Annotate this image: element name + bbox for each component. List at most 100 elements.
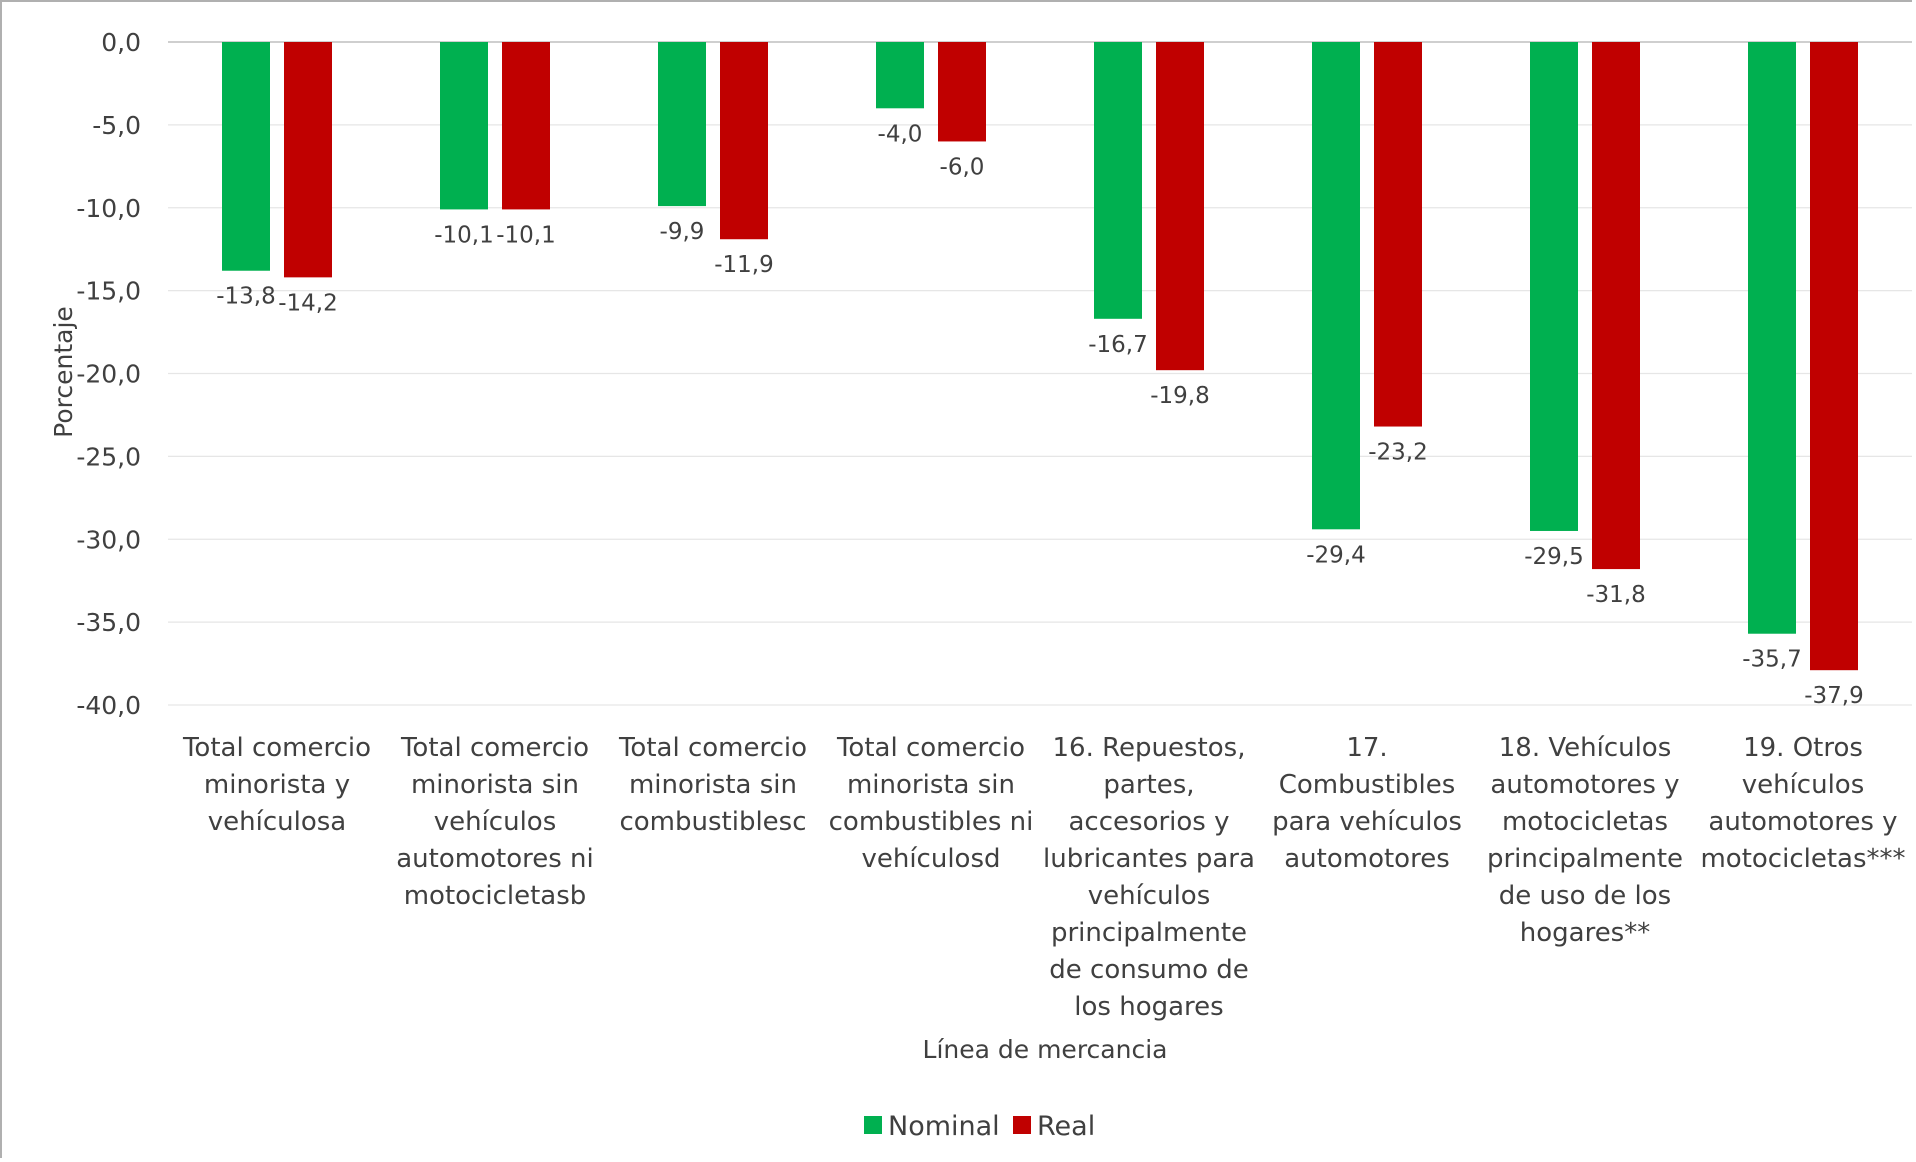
category-label-line: Total comercio xyxy=(618,733,807,763)
bar-nominal xyxy=(440,42,488,210)
category-label: 18. Vehículos automotores y motocicletas pr… xyxy=(1487,733,1683,948)
category-label-line: los hogares xyxy=(1074,992,1223,1022)
category-label-line: motocicletasb xyxy=(404,881,587,911)
category-label-line: minorista sin xyxy=(847,770,1015,800)
data-label-nominal: -4,0 xyxy=(878,121,923,147)
y-tick-label: -5,0 xyxy=(92,111,141,140)
data-label-nominal: -16,7 xyxy=(1088,332,1148,358)
bar-real xyxy=(720,42,768,240)
bar-real xyxy=(284,42,332,278)
category-label-line: vehículos xyxy=(1088,881,1211,911)
data-label-real: -31,8 xyxy=(1586,582,1646,608)
data-label-nominal: -29,4 xyxy=(1306,542,1366,568)
category-label: Total comercio minorista y vehículosa xyxy=(182,733,371,837)
data-label-real: -10,1 xyxy=(496,222,556,248)
data-label-real: -23,2 xyxy=(1368,440,1428,466)
category-label-line: combustiblesc xyxy=(619,807,806,837)
y-tick-label: -35,0 xyxy=(76,608,141,637)
category-label-line: partes, xyxy=(1103,770,1194,800)
bar-real xyxy=(1156,42,1204,371)
bar-nominal xyxy=(222,42,270,271)
legend-swatch-real xyxy=(1013,1116,1031,1134)
legend-label-nominal: Nominal xyxy=(888,1111,1000,1142)
category-label-line: vehículos xyxy=(1742,770,1865,800)
y-axis-title: Porcentaje xyxy=(49,306,78,438)
category-label-line: lubricantes para xyxy=(1043,844,1255,874)
category-label-line: automotores ni xyxy=(396,844,593,874)
category-label-line: 16. Repuestos, xyxy=(1053,733,1246,763)
category-label: Total comercio minorista sin vehículos auto… xyxy=(396,733,593,911)
bar-real xyxy=(502,42,550,210)
category-label-line: vehículosa xyxy=(208,807,346,837)
y-tick-label: -40,0 xyxy=(76,691,141,720)
category-labels: Total comercio minorista y vehículosaTotal… xyxy=(182,733,1906,1022)
data-label-nominal: -10,1 xyxy=(434,222,494,248)
data-label-nominal: -9,9 xyxy=(660,219,705,245)
category-label-line: motocicletas*** xyxy=(1700,844,1905,874)
legend: Nominal Real xyxy=(864,1111,1095,1142)
data-label-real: -6,0 xyxy=(940,154,985,180)
category-label-line: motocicletas xyxy=(1502,807,1668,837)
gridlines xyxy=(168,41,1912,706)
data-label-nominal: -13,8 xyxy=(216,284,276,310)
data-label-real: -37,9 xyxy=(1804,683,1864,709)
category-label: Total comercio minorista sin combustiblesc xyxy=(618,733,807,837)
category-label-line: Total comercio xyxy=(400,733,589,763)
category-label-line: principalmente xyxy=(1051,918,1247,948)
category-label-line: 17. xyxy=(1346,733,1387,763)
category-label-line: principalmente xyxy=(1487,844,1683,874)
category-label: 16. Repuestos, partes, accesorios y lubrica… xyxy=(1043,733,1255,1022)
bar-real xyxy=(1810,42,1858,671)
category-label-line: 19. Otros xyxy=(1743,733,1863,763)
bar-nominal xyxy=(1312,42,1360,530)
category-label-line: vehículosd xyxy=(861,844,1000,874)
category-label: Total comercio minorista sin combustibles … xyxy=(829,733,1034,874)
data-label-nominal: -29,5 xyxy=(1524,544,1584,570)
category-label-line: de consumo de xyxy=(1049,955,1248,985)
category-label-line: automotores y xyxy=(1490,770,1679,800)
category-label-line: automotores y xyxy=(1708,807,1897,837)
category-label-line: automotores xyxy=(1284,844,1450,874)
category-label-line: minorista y xyxy=(204,770,350,800)
category-label-line: Combustibles xyxy=(1279,770,1456,800)
category-label-line: accesorios y xyxy=(1069,807,1230,837)
y-tick-label: -20,0 xyxy=(76,360,141,389)
y-tick-label: -15,0 xyxy=(76,277,141,306)
legend-label-real: Real xyxy=(1037,1111,1095,1142)
bar-real xyxy=(1592,42,1640,570)
category-label-line: para vehículos xyxy=(1272,807,1462,837)
y-tick-label: -30,0 xyxy=(76,525,141,554)
category-label: 17. Combustibles para vehículos automotores xyxy=(1272,733,1462,874)
category-label-line: de uso de los xyxy=(1499,881,1671,911)
bar-nominal xyxy=(1094,42,1142,319)
bar-nominal xyxy=(658,42,706,207)
category-label-line: 18. Vehículos xyxy=(1499,733,1672,763)
data-label-real: -11,9 xyxy=(714,252,774,278)
category-label: 19. Otros vehículos automotores y motocicle… xyxy=(1700,733,1905,874)
x-axis-title: Línea de mercancia xyxy=(923,1035,1168,1064)
bar-real xyxy=(938,42,986,142)
data-label-real: -14,2 xyxy=(278,290,338,316)
data-labels: -13,8 -14,2 -10,1 -10,1 -9,9 -11,9 -4,0 -6,0 -16… xyxy=(216,121,1864,709)
bar-nominal xyxy=(876,42,924,109)
category-label-line: Total comercio xyxy=(836,733,1025,763)
y-axis-ticks: 0,0 -5,0 -10,0 -15,0 -20,0 -25,0 -30,0 -35,0 -40… xyxy=(76,28,141,720)
category-label-line: combustibles ni xyxy=(829,807,1034,837)
data-label-real: -19,8 xyxy=(1150,383,1210,409)
bars xyxy=(222,42,1858,671)
y-tick-label: -10,0 xyxy=(76,194,141,223)
y-tick-label: -25,0 xyxy=(76,442,141,471)
category-label-line: hogares** xyxy=(1520,918,1650,948)
bar-nominal xyxy=(1748,42,1796,634)
y-tick-label: 0,0 xyxy=(101,28,141,57)
bar-nominal xyxy=(1530,42,1578,531)
category-label-line: vehículos xyxy=(434,807,557,837)
bar-real xyxy=(1374,42,1422,427)
category-label-line: minorista sin xyxy=(411,770,579,800)
data-label-nominal: -35,7 xyxy=(1742,647,1802,673)
legend-swatch-nominal xyxy=(864,1116,882,1134)
category-label-line: Total comercio xyxy=(182,733,371,763)
category-label-line: minorista sin xyxy=(629,770,797,800)
